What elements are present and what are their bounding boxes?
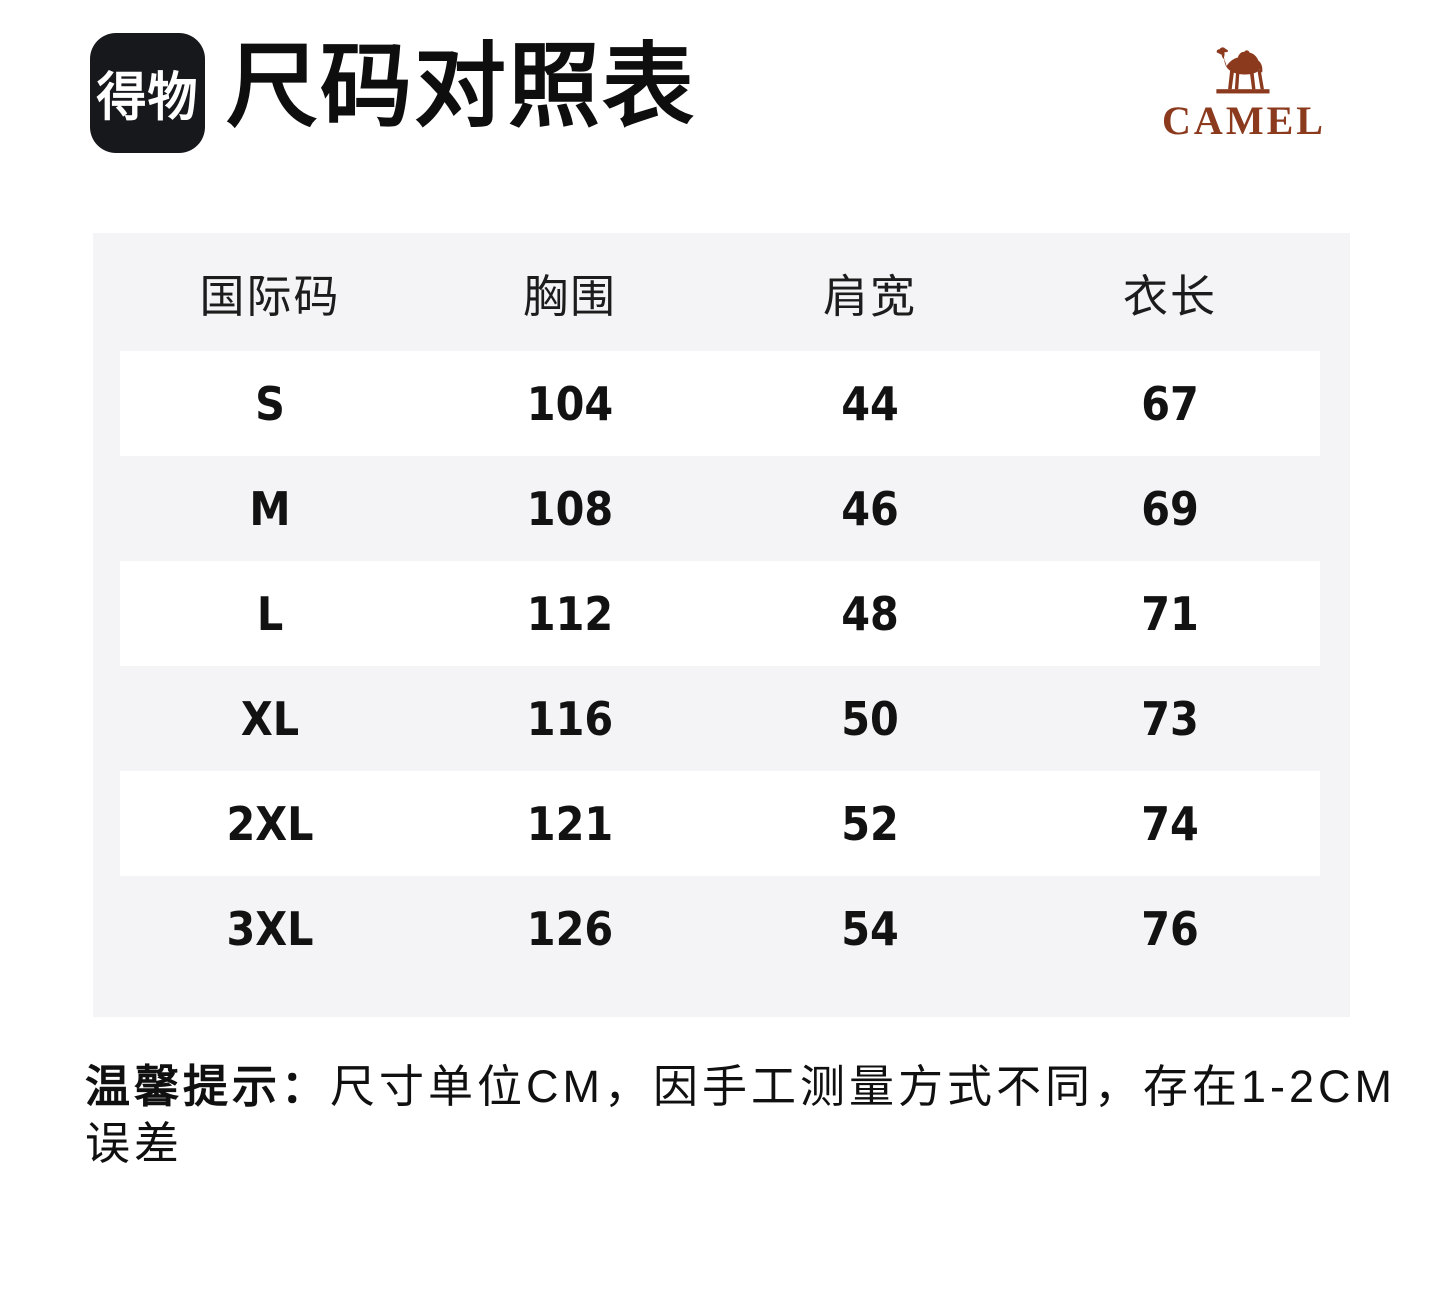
chest-value: 104 xyxy=(526,376,614,431)
note-text: 尺寸单位CM，因手工测量方式不同，存在1-2CM误差 xyxy=(85,1061,1397,1169)
table-row: M 108 46 69 xyxy=(120,456,1320,561)
table-row: 2XL 121 52 74 xyxy=(120,771,1320,876)
chest-value: 121 xyxy=(526,796,614,851)
table-row: S 104 44 67 xyxy=(120,351,1320,456)
size-label: S xyxy=(255,376,285,431)
length-value: 73 xyxy=(1141,691,1199,746)
length-value: 71 xyxy=(1141,586,1199,641)
shoulder-value: 44 xyxy=(841,376,899,431)
shoulder-value: 50 xyxy=(841,691,899,746)
column-header-shoulder: 肩宽 xyxy=(822,270,917,322)
chest-value: 116 xyxy=(526,691,614,746)
table-row: 3XL 126 54 76 xyxy=(120,876,1320,981)
length-value: 76 xyxy=(1141,901,1199,956)
shoulder-value: 48 xyxy=(841,586,899,641)
page-title: 尺码对照表 xyxy=(226,36,697,138)
note-label: 温馨提示： xyxy=(85,1061,331,1112)
size-label: L xyxy=(256,586,284,641)
chest-value: 108 xyxy=(526,481,614,536)
table-header-row: 国际码 胸围 肩宽 衣长 xyxy=(93,233,1350,351)
size-label: 2XL xyxy=(226,796,314,851)
table-row: XL 116 50 73 xyxy=(120,666,1320,771)
shoulder-value: 54 xyxy=(841,901,899,956)
shoulder-value: 52 xyxy=(841,796,899,851)
camel-brand-logo: CAMEL xyxy=(1158,40,1330,144)
brand-name: CAMEL xyxy=(1162,98,1326,143)
column-header-size: 国际码 xyxy=(199,270,341,322)
size-label: 3XL xyxy=(226,901,314,956)
dewu-logo-text: 得物 xyxy=(96,67,199,127)
size-label: M xyxy=(249,481,291,536)
length-value: 67 xyxy=(1141,376,1199,431)
column-header-chest: 胸围 xyxy=(522,270,617,322)
dewu-logo: 得物 xyxy=(90,33,205,153)
chest-value: 126 xyxy=(526,901,614,956)
measurement-note: 温馨提示：尺寸单位CM，因手工测量方式不同，存在1-2CM误差 xyxy=(85,1058,1397,1172)
length-value: 74 xyxy=(1141,796,1199,851)
table-row: L 112 48 71 xyxy=(120,561,1320,666)
size-table: 国际码 胸围 肩宽 衣长 S 104 44 67 M 108 46 69 L 1… xyxy=(93,233,1350,1017)
length-value: 69 xyxy=(1141,481,1199,536)
camel-icon xyxy=(1216,47,1270,94)
size-label: XL xyxy=(240,691,300,746)
shoulder-value: 46 xyxy=(841,481,899,536)
chest-value: 112 xyxy=(526,586,614,641)
column-header-length: 衣长 xyxy=(1122,270,1217,322)
